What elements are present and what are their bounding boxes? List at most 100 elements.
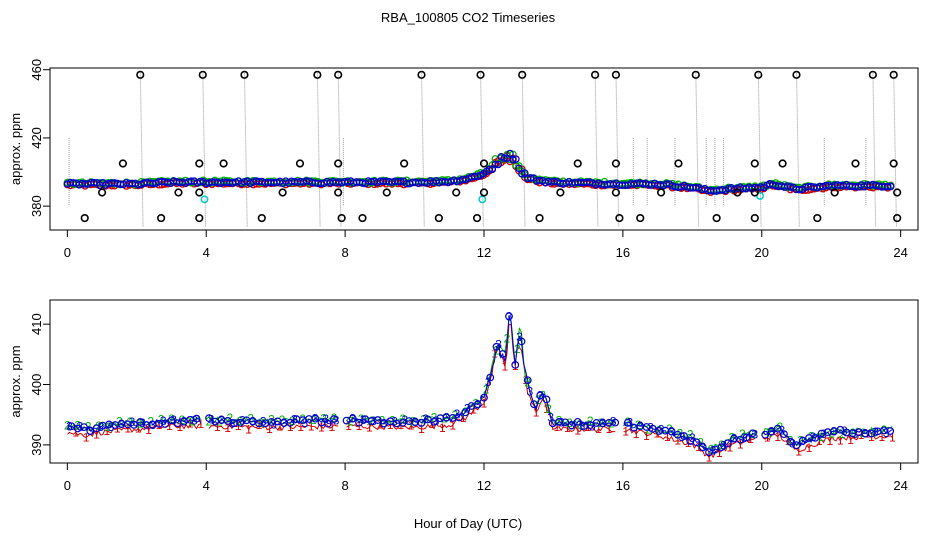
outlier-point — [382, 188, 391, 197]
series-label-2: 2 — [839, 427, 846, 441]
outlier-point — [400, 159, 409, 168]
series-label-2: 2 — [237, 414, 244, 428]
series-label-2: 2 — [597, 416, 604, 430]
spike-line — [615, 71, 620, 227]
outlier-point — [851, 159, 860, 168]
series-label-1: 1 — [706, 450, 713, 464]
spike-line — [243, 71, 248, 227]
series-label-3: 3 — [66, 419, 73, 433]
series-label-2: 2 — [535, 393, 542, 407]
x-tick-label: 0 — [64, 478, 71, 493]
series-label-3: 3 — [270, 418, 277, 432]
x-tick-label: 8 — [342, 478, 349, 493]
series-marker-3 — [92, 424, 101, 433]
series-marker-3 — [705, 448, 713, 457]
series-label-3: 3 — [291, 412, 298, 426]
outlier-point — [157, 213, 166, 223]
series-label-2: 2 — [64, 419, 71, 433]
outlier-point — [889, 159, 898, 168]
spike-line — [480, 71, 484, 227]
series-label-1: 1 — [643, 429, 650, 443]
series-label-1: 1 — [329, 420, 336, 434]
series-label-1: 1 — [470, 403, 477, 417]
series-marker-3 — [723, 439, 732, 448]
series-marker-3 — [205, 414, 213, 423]
series-label-2: 2 — [331, 411, 338, 425]
series-label-1: 1 — [114, 421, 121, 435]
outlier-point — [118, 159, 128, 168]
series-marker-3 — [498, 350, 507, 358]
series-label-3: 3 — [401, 413, 408, 427]
series-label-1: 1 — [387, 418, 394, 432]
series-label-3: 3 — [433, 414, 440, 428]
series-label-1: 1 — [674, 433, 681, 447]
series-label-2: 2 — [189, 414, 196, 428]
series-label-3: 3 — [422, 412, 429, 426]
outlier-point — [136, 70, 145, 79]
series-marker-3 — [430, 417, 438, 426]
series-label-1: 1 — [166, 419, 173, 433]
outlier-point — [295, 159, 305, 168]
series-label-1: 1 — [889, 430, 896, 444]
series-label-1: 1 — [795, 444, 802, 458]
outlier-point — [611, 188, 621, 197]
series-label-1: 1 — [318, 420, 325, 434]
spike-line — [757, 71, 762, 227]
outlier-point — [712, 213, 721, 223]
series-label-3: 3 — [699, 440, 706, 454]
series-marker-3 — [511, 360, 520, 369]
outlier-point — [573, 159, 582, 168]
series-marker-3 — [530, 400, 538, 409]
series-label-3: 3 — [333, 413, 340, 427]
series-label-2: 2 — [389, 414, 396, 428]
series-marker-3 — [480, 393, 488, 402]
series-label-1: 1 — [491, 347, 498, 361]
series-marker-3 — [286, 418, 295, 427]
series-label-1: 1 — [747, 432, 754, 446]
series-label-3: 3 — [599, 416, 606, 430]
series-marker-3 — [798, 436, 807, 445]
plot-area — [63, 70, 902, 227]
outlier-point — [556, 188, 565, 197]
series-point-3 — [886, 182, 895, 191]
series-marker-3 — [542, 395, 551, 404]
series-marker-3 — [698, 443, 707, 452]
series-label-2: 2 — [289, 414, 296, 428]
spike-line — [202, 71, 207, 227]
outlier-point — [518, 70, 527, 79]
outlier-point — [334, 159, 343, 168]
outlier-point — [434, 213, 443, 223]
series-label-3: 3 — [349, 411, 356, 425]
series-label-3: 3 — [626, 415, 633, 429]
series-label-1: 1 — [481, 396, 488, 410]
series-label-3: 3 — [768, 425, 775, 439]
series-label-1: 1 — [83, 430, 90, 444]
series-label-1: 1 — [376, 417, 383, 431]
series-label-2: 2 — [808, 430, 815, 444]
series-label-1: 1 — [287, 420, 294, 434]
series-label-3: 3 — [97, 420, 104, 434]
series-label-3: 3 — [883, 426, 890, 440]
series-point-3 — [515, 164, 523, 173]
series-marker-3 — [355, 418, 363, 427]
series-label-1: 1 — [533, 406, 540, 420]
series-label-2: 2 — [766, 426, 773, 440]
series-marker-3 — [886, 427, 895, 435]
y-tick-label: 380 — [29, 195, 44, 217]
series-label-3: 3 — [741, 431, 748, 445]
series-label-3: 3 — [360, 413, 367, 427]
series-label-3: 3 — [558, 416, 565, 430]
series-label-3: 3 — [820, 427, 827, 441]
series-label-3: 3 — [526, 385, 533, 399]
series-label-1: 1 — [308, 419, 315, 433]
outlier-point — [813, 213, 822, 223]
series-label-3: 3 — [841, 424, 848, 438]
series-marker-3 — [492, 342, 501, 351]
y-tick-label: 460 — [29, 59, 44, 81]
series-label-3: 3 — [118, 417, 125, 431]
outlier-point — [337, 213, 346, 223]
cyan-point — [200, 195, 209, 204]
series-label-2: 2 — [797, 434, 804, 448]
series-label-3: 3 — [139, 416, 146, 430]
series-marker-3 — [323, 419, 332, 428]
